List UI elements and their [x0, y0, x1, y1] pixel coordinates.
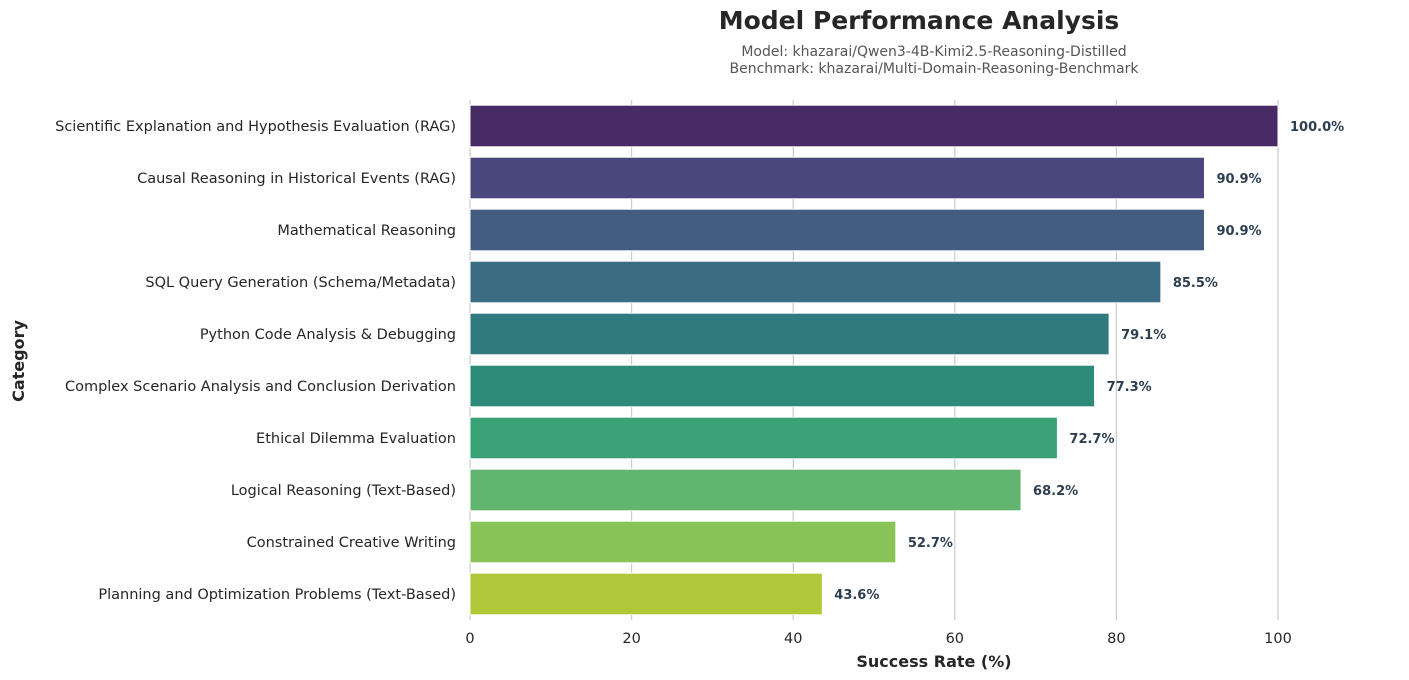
category-label-10: Planning and Optimization Problems (Text… [98, 587, 456, 603]
chart-subtitle-benchmark: Benchmark: khazarai/Multi-Domain-Reasoni… [730, 61, 1140, 77]
category-label-5: Python Code Analysis & Debugging [200, 327, 456, 343]
value-label-6: 77.3% [1107, 380, 1152, 395]
value-label-9: 52.7% [908, 536, 953, 551]
y-axis-title: Category [9, 320, 28, 402]
bar-10 [469, 572, 823, 616]
x-axis-title: Success Rate (%) [856, 652, 1011, 671]
x-tick-label-20: 20 [622, 631, 640, 647]
category-label-8: Logical Reasoning (Text-Based) [231, 483, 456, 499]
value-label-4: 85.5% [1173, 276, 1218, 291]
value-label-3: 90.9% [1216, 224, 1261, 239]
category-label-1: Scientific Explanation and Hypothesis Ev… [55, 119, 456, 135]
bar-1 [469, 104, 1279, 148]
x-tick-label-60: 60 [946, 631, 964, 647]
bar-2 [469, 156, 1205, 200]
category-label-7: Ethical Dilemma Evaluation [256, 431, 456, 447]
bar-8 [469, 468, 1022, 512]
value-label-1: 100.0% [1290, 120, 1344, 135]
x-tick-label-80: 80 [1107, 631, 1125, 647]
bar-5 [469, 312, 1110, 356]
category-label-3: Mathematical Reasoning [277, 223, 456, 239]
category-label-2: Causal Reasoning in Historical Events (R… [137, 171, 456, 187]
bar-3 [469, 208, 1205, 252]
x-tick-label-0: 0 [465, 631, 474, 647]
bars [469, 104, 1279, 616]
category-label-6: Complex Scenario Analysis and Conclusion… [65, 379, 456, 395]
value-label-5: 79.1% [1121, 328, 1166, 343]
value-label-2: 90.9% [1216, 172, 1261, 187]
chart-subtitle-model: Model: khazarai/Qwen3-4B-Kimi2.5-Reasoni… [741, 44, 1126, 60]
chart-title: Model Performance Analysis [719, 6, 1120, 35]
bar-9 [469, 520, 897, 564]
category-labels: Scientific Explanation and Hypothesis Ev… [55, 119, 456, 603]
bar-7 [469, 416, 1058, 460]
value-label-10: 43.6% [834, 588, 879, 603]
category-label-4: SQL Query Generation (Schema/Metadata) [145, 275, 456, 291]
value-label-8: 68.2% [1033, 484, 1078, 499]
bar-6 [469, 364, 1096, 408]
bar-4 [469, 260, 1162, 304]
value-labels: 100.0% 90.9% 90.9% 85.5% 79.1% 77.3% 72.7% 68.2… [834, 120, 1344, 603]
x-tick-label-40: 40 [784, 631, 802, 647]
category-label-9: Constrained Creative Writing [247, 535, 456, 551]
value-label-7: 72.7% [1069, 432, 1114, 447]
x-tick-labels: 0 20 40 60 80 100 [465, 631, 1291, 647]
x-tick-label-100: 100 [1264, 631, 1292, 647]
